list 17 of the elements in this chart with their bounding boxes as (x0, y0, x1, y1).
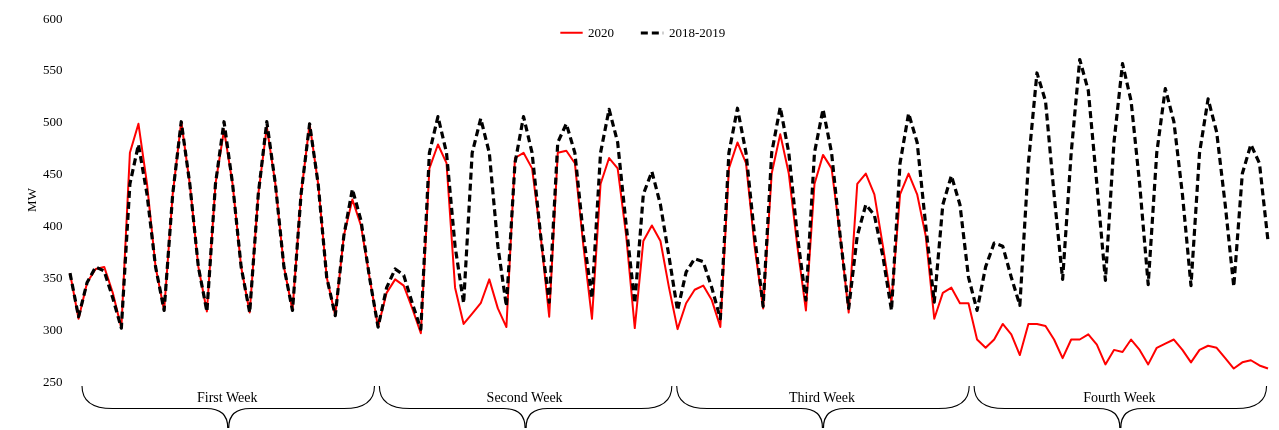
text: Third Week (789, 390, 855, 405)
y-tick-label: 400 (43, 217, 63, 233)
y-tick-label: 450 (43, 166, 63, 182)
legend-label: 2018-2019 (669, 25, 726, 40)
line-series (68, 57, 1270, 331)
line-series (69, 120, 1269, 370)
y-tick-label: 300 (43, 321, 63, 337)
y-tick-label: 550 (43, 62, 63, 78)
legend-label: 2020 (588, 24, 614, 40)
y-tick-label: 250 (43, 373, 63, 389)
text: Fourth Week (1083, 390, 1156, 405)
y-tick-label: 350 (43, 269, 63, 285)
y-tick-label: 600 (43, 10, 63, 26)
y-tick-label: 500 (43, 114, 63, 130)
text: First Week (197, 390, 258, 405)
text: Second Week (486, 390, 563, 405)
y-axis-title: MW (24, 187, 39, 212)
